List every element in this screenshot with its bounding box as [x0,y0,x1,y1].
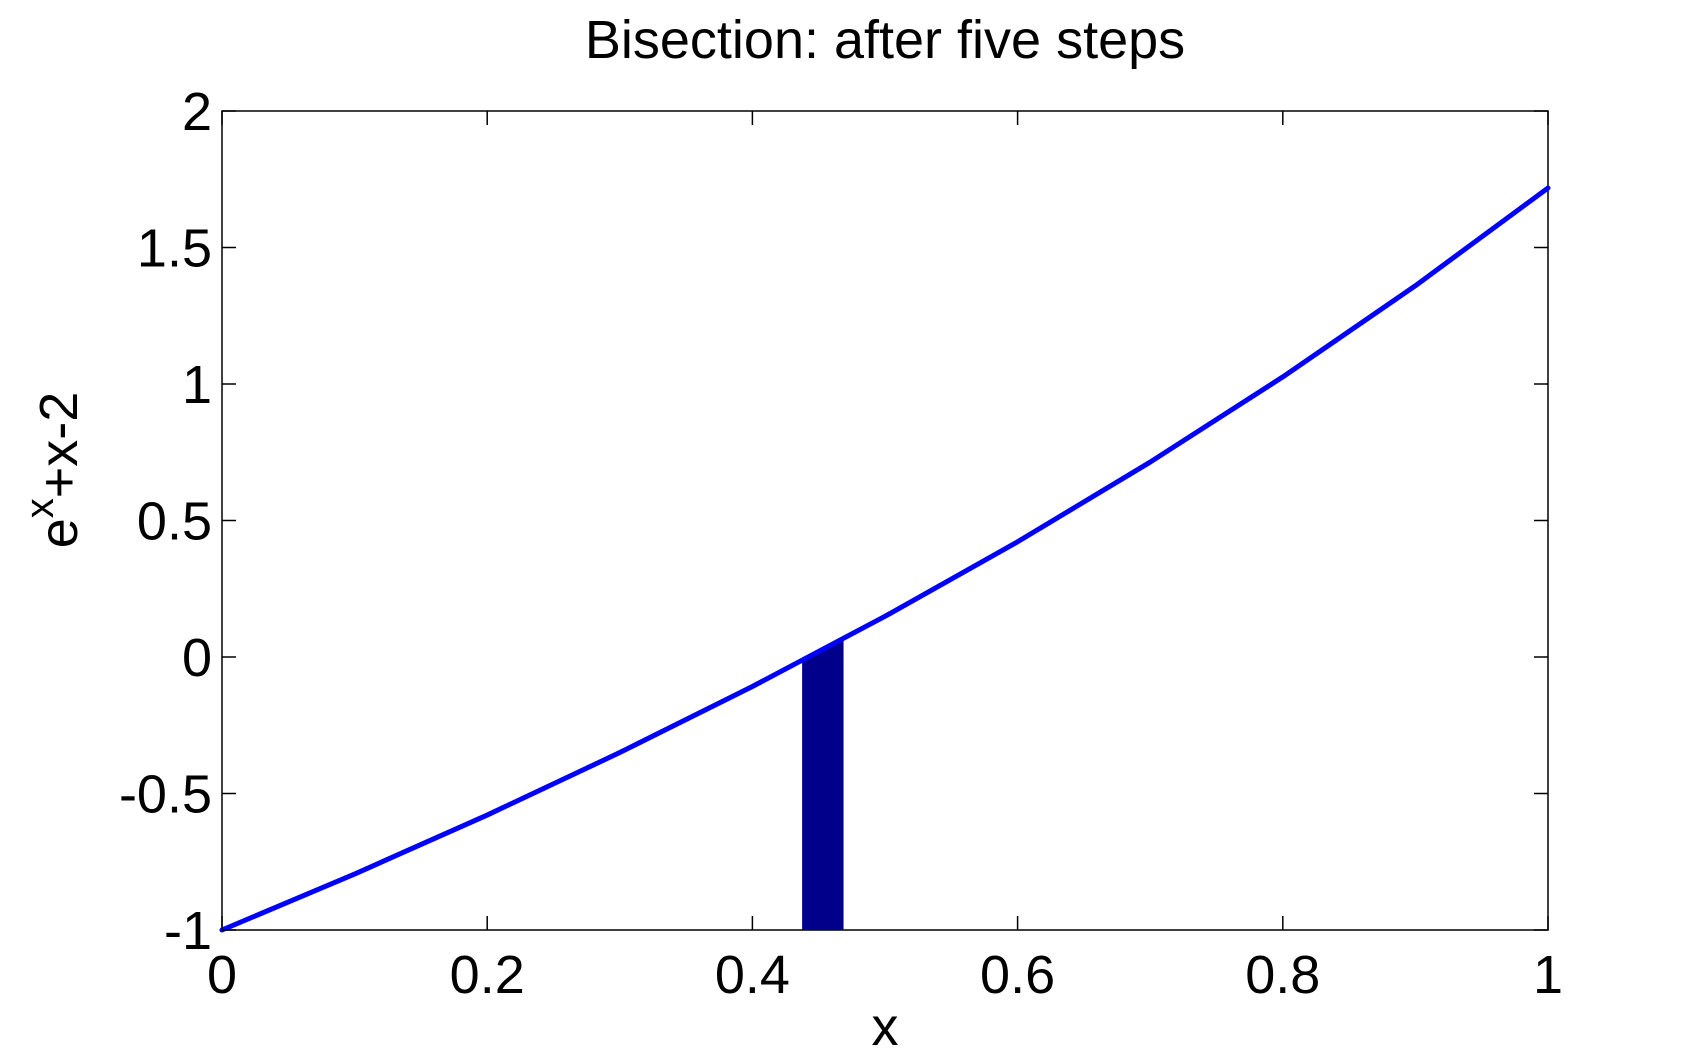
y-axis-label-base: e [29,518,89,548]
x-tick-label: 0.2 [450,945,525,1005]
bisection-bracket-bar [802,638,844,930]
y-axis-label-rest: +x-2 [29,392,89,499]
y-tick-label: 1 [182,355,212,415]
x-tick-label: 0.4 [715,945,790,1005]
y-tick-label: 2 [182,82,212,142]
y-axis-label-superscript: x [18,498,62,518]
series-line-0 [219,185,1551,933]
plot-area: 0 0.2 0.4 0.6 0.8 1 -1 -0.5 0 0.5 1 1.5 2 [119,82,1563,1005]
chart-title: Bisection: after five steps [585,10,1185,70]
y-tick-label: 0.5 [137,492,212,552]
y-tick-label: -1 [164,901,212,961]
axes-box [221,110,1549,931]
y-axis-label: ex+x-2 [18,392,89,549]
x-axis-label: x [872,997,899,1057]
x-tick-label: 0.8 [1245,945,1320,1005]
x-tick-label: 0.6 [980,945,1055,1005]
x-tick-label: 0 [207,945,237,1005]
x-tick-label: 1 [1533,945,1563,1005]
y-tick-label: 1.5 [137,219,212,279]
y-tick-label: 0 [182,628,212,688]
y-tick-label: -0.5 [119,765,212,825]
